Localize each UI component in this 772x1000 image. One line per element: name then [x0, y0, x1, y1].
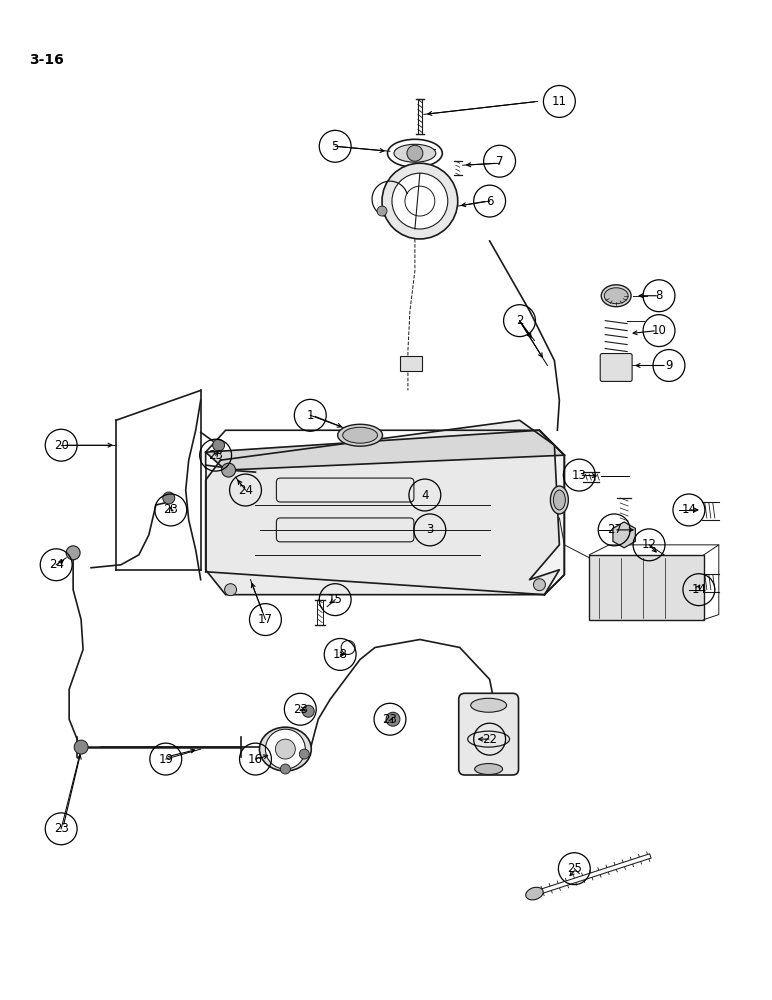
Text: 19: 19 [158, 753, 173, 766]
Polygon shape [205, 455, 564, 595]
Text: 13: 13 [572, 469, 587, 482]
Circle shape [382, 163, 458, 239]
Circle shape [280, 764, 290, 774]
Text: 23: 23 [164, 503, 178, 516]
Text: 7: 7 [496, 155, 503, 168]
Circle shape [163, 492, 174, 504]
Circle shape [533, 579, 546, 591]
Circle shape [74, 740, 88, 754]
Text: 9: 9 [665, 359, 672, 372]
Text: 4: 4 [421, 489, 428, 502]
Circle shape [392, 173, 448, 229]
Circle shape [276, 739, 296, 759]
Ellipse shape [394, 144, 436, 162]
Text: 2: 2 [516, 314, 523, 327]
Text: 11: 11 [552, 95, 567, 108]
Text: 24: 24 [238, 484, 253, 497]
Ellipse shape [259, 727, 311, 771]
Text: 1: 1 [306, 409, 314, 422]
Ellipse shape [526, 887, 543, 900]
Ellipse shape [337, 424, 382, 446]
Polygon shape [205, 430, 564, 470]
Ellipse shape [604, 288, 628, 304]
Text: 17: 17 [258, 613, 273, 626]
Circle shape [386, 712, 400, 726]
Text: 12: 12 [642, 538, 656, 551]
FancyBboxPatch shape [589, 555, 704, 620]
FancyBboxPatch shape [600, 354, 632, 381]
Text: 22: 22 [482, 733, 497, 746]
Ellipse shape [601, 285, 631, 307]
Text: 23: 23 [293, 703, 308, 716]
Ellipse shape [475, 764, 503, 775]
Circle shape [225, 584, 236, 596]
Text: 8: 8 [655, 289, 662, 302]
Text: 3: 3 [426, 523, 434, 536]
Circle shape [266, 729, 305, 769]
Text: 20: 20 [54, 439, 69, 452]
Text: 5: 5 [331, 140, 339, 153]
Ellipse shape [471, 698, 506, 712]
Circle shape [66, 546, 80, 560]
Ellipse shape [554, 490, 565, 510]
Text: 23: 23 [208, 449, 223, 462]
FancyBboxPatch shape [459, 693, 519, 775]
Circle shape [222, 463, 235, 477]
Text: 15: 15 [328, 593, 343, 606]
Text: 18: 18 [333, 648, 347, 661]
Ellipse shape [343, 427, 378, 443]
Circle shape [303, 705, 314, 717]
Circle shape [407, 145, 423, 161]
Text: 10: 10 [652, 324, 666, 337]
Text: 16: 16 [248, 753, 263, 766]
FancyBboxPatch shape [400, 356, 422, 371]
Text: 6: 6 [486, 195, 493, 208]
Circle shape [377, 206, 387, 216]
Text: 14: 14 [692, 583, 706, 596]
Text: 14: 14 [682, 503, 696, 516]
Text: 24: 24 [49, 558, 64, 571]
Polygon shape [205, 420, 560, 595]
Ellipse shape [550, 486, 568, 514]
Circle shape [212, 439, 225, 451]
Text: 3-16: 3-16 [29, 53, 64, 67]
Circle shape [300, 749, 310, 759]
Text: 23: 23 [54, 822, 69, 835]
Text: 23: 23 [383, 713, 398, 726]
Text: 27: 27 [607, 523, 621, 536]
Text: 25: 25 [567, 862, 582, 875]
